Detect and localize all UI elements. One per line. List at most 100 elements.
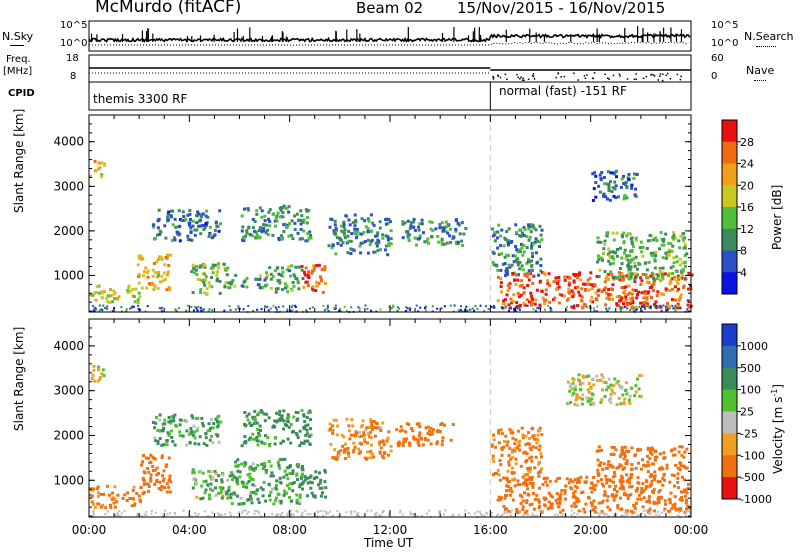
- power-echo-cell: [529, 230, 533, 234]
- power-ground-cell: [665, 304, 668, 307]
- velocity-echo-cell: [608, 464, 612, 468]
- velocity-echo-cell: [492, 473, 495, 477]
- velocity-echo-cell: [265, 469, 268, 473]
- velocity-echo-cell: [670, 473, 674, 477]
- velocity-echo-cell: [286, 466, 290, 469]
- power-echo-cell: [440, 226, 444, 230]
- power-echo-cell: [437, 240, 441, 244]
- power-echo-cell: [633, 264, 637, 268]
- velocity-echo-cell: [344, 442, 347, 446]
- power-echo-cell: [496, 268, 500, 272]
- power-echo-cell: [301, 277, 305, 280]
- power-echo-cell: [491, 260, 495, 264]
- power-echo-cell: [582, 302, 586, 306]
- velocity-echo-cell: [661, 477, 665, 480]
- velocity-ground-cell: [603, 513, 605, 516]
- velocity-echo-cell: [378, 440, 382, 444]
- velocity-echo-cell: [264, 434, 267, 438]
- power-echo-cell: [633, 261, 637, 265]
- power-echo-cell: [302, 218, 306, 222]
- power-colorbar-segment: [722, 207, 737, 230]
- velocity-echo-cell: [216, 425, 220, 429]
- power-ground-cell: [339, 310, 342, 313]
- velocity-echo-cell: [630, 467, 634, 471]
- velocity-ground-cell: [476, 510, 479, 513]
- power-echo-cell: [512, 260, 516, 264]
- velocity-echo-cell: [335, 457, 339, 461]
- power-echo-cell: [243, 207, 246, 211]
- velocity-ground-cell: [279, 514, 282, 517]
- power-echo-cell: [594, 195, 598, 199]
- velocity-echo-cell: [649, 483, 653, 487]
- velocity-echo-cell: [141, 460, 145, 464]
- power-echo-cell: [660, 271, 664, 275]
- power-echo-cell: [296, 279, 300, 283]
- velocity-echo-cell: [334, 418, 338, 422]
- velocity-ground-cell: [542, 510, 545, 513]
- velocity-echo-cell: [682, 455, 686, 459]
- power-ground-cell: [334, 304, 337, 307]
- velocity-echo-cell: [507, 479, 511, 483]
- power-echo-cell: [606, 182, 610, 186]
- velocity-echo-cell: [95, 487, 99, 491]
- velocity-echo-cell: [336, 424, 340, 428]
- velocity-echo-cell: [238, 470, 242, 474]
- power-ground-cell: [508, 307, 511, 310]
- power-echo-cell: [661, 266, 665, 270]
- velocity-echo-cell: [604, 474, 608, 478]
- power-echo-cell: [531, 281, 535, 285]
- velocity-echo-cell: [634, 390, 638, 394]
- power-echo-cell: [538, 279, 542, 283]
- power-echo-cell: [650, 285, 654, 289]
- velocity-echo-cell: [369, 420, 373, 424]
- power-echo-cell: [260, 209, 264, 213]
- power-echo-cell: [652, 238, 656, 242]
- power-echo-cell: [193, 233, 197, 237]
- velocity-echo-cell: [410, 427, 414, 430]
- power-ground-cell: [125, 309, 128, 312]
- velocity-echo-cell: [165, 463, 169, 467]
- nave-dot: [662, 73, 664, 76]
- velocity-echo-cell: [347, 455, 351, 459]
- power-echo-cell: [678, 275, 682, 279]
- velocity-echo-cell: [194, 478, 198, 482]
- velocity-echo-cell: [510, 470, 514, 474]
- power-echo-cell: [263, 278, 267, 282]
- power-echo-cell: [641, 273, 645, 276]
- velocity-ground-cell: [93, 512, 95, 515]
- velocity-echo-cell: [373, 434, 377, 438]
- power-echo-cell: [216, 277, 219, 281]
- power-echo-cell: [269, 272, 273, 276]
- power-echo-cell: [173, 217, 177, 221]
- power-echo-cell: [279, 215, 282, 219]
- velocity-echo-cell: [578, 383, 582, 387]
- power-echo-cell: [317, 263, 321, 267]
- velocity-echo-cell: [309, 474, 313, 478]
- velocity-echo-cell: [278, 458, 282, 462]
- power-echo-cell: [676, 274, 680, 278]
- power-echo-cell: [631, 288, 635, 292]
- velocity-echo-cell: [627, 494, 631, 498]
- power-echo-cell: [683, 264, 687, 268]
- velocity-unit-close: ]: [771, 384, 785, 389]
- velocity-echo-cell: [516, 429, 520, 433]
- power-echo-cell: [626, 303, 630, 306]
- power-echo-cell: [628, 291, 631, 295]
- velocity-echo-cell: [196, 426, 200, 430]
- nave-dot: [626, 78, 629, 80]
- power-echo-cell: [620, 262, 624, 265]
- power-echo-cell: [659, 292, 663, 296]
- power-echo-cell: [596, 236, 600, 240]
- velocity-echo-cell: [92, 368, 96, 372]
- power-ground-cell: [457, 309, 460, 312]
- velocity-echo-cell: [109, 503, 112, 507]
- velocity-echo-cell: [296, 436, 300, 440]
- velocity-echo-cell: [673, 495, 677, 499]
- power-echo-cell: [166, 212, 170, 216]
- power-echo-cell: [297, 218, 301, 222]
- power-echo-cell: [167, 218, 170, 222]
- power-echo-cell: [611, 283, 615, 287]
- power-echo-cell: [431, 229, 435, 232]
- velocity-echo-cell: [576, 477, 580, 481]
